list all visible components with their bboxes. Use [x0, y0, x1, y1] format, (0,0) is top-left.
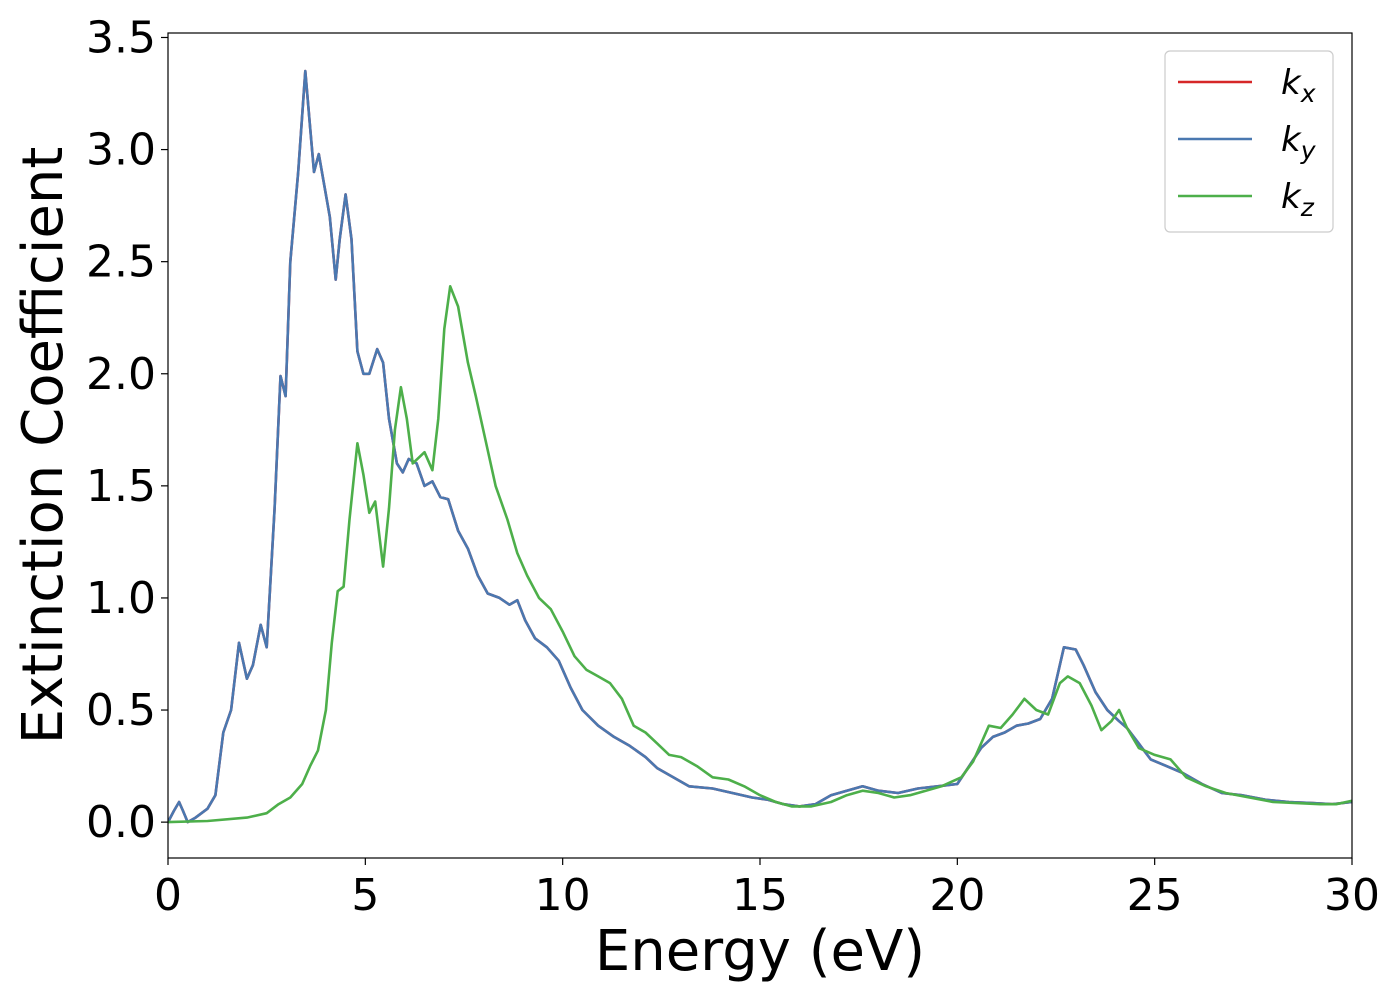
legend-label-subscript: x	[1300, 79, 1316, 108]
x-tick-label: 30	[1324, 870, 1380, 921]
y-tick-label: 2.5	[86, 237, 156, 288]
x-tick-label: 25	[1127, 870, 1183, 921]
x-tick-label: 5	[351, 870, 379, 921]
legend-label-base: k	[1281, 177, 1302, 217]
legend-label-subscript: y	[1300, 136, 1317, 165]
x-tick-label: 10	[535, 870, 591, 921]
legend-label-base: k	[1281, 63, 1302, 103]
x-axis-label: Energy (eV)	[595, 919, 925, 984]
y-tick-label: 0.0	[86, 797, 156, 848]
x-tick-label: 0	[154, 870, 182, 921]
ticks-layer: 0 5 10 15 20 25 30 0.0 0.5 1.0 1.5 2.0 2.5 3.0 3.5	[86, 12, 1380, 921]
legend-label-subscript: z	[1300, 193, 1315, 222]
y-axis-label: Extinction Coefficient	[11, 147, 76, 745]
y-tick-label: 3.5	[86, 12, 156, 63]
series-layer	[168, 69, 1352, 824]
y-tick-label: 3.0	[86, 125, 156, 176]
legend-label-y: ky	[1281, 120, 1317, 165]
x-tick-label: 20	[929, 870, 985, 921]
y-tick-label: 2.0	[86, 349, 156, 400]
legend-label-x: kx	[1281, 63, 1316, 108]
y-tick-label: 0.5	[86, 685, 156, 736]
legend-label-z: kz	[1281, 177, 1315, 222]
x-tick-label: 15	[732, 870, 788, 921]
legend-box	[1164, 50, 1334, 233]
legend-label-base: k	[1281, 120, 1302, 160]
series-line-z	[168, 285, 1352, 824]
y-tick-label: 1.0	[86, 573, 156, 624]
series-line-y	[168, 69, 1352, 824]
y-tick-label: 1.5	[86, 461, 156, 512]
